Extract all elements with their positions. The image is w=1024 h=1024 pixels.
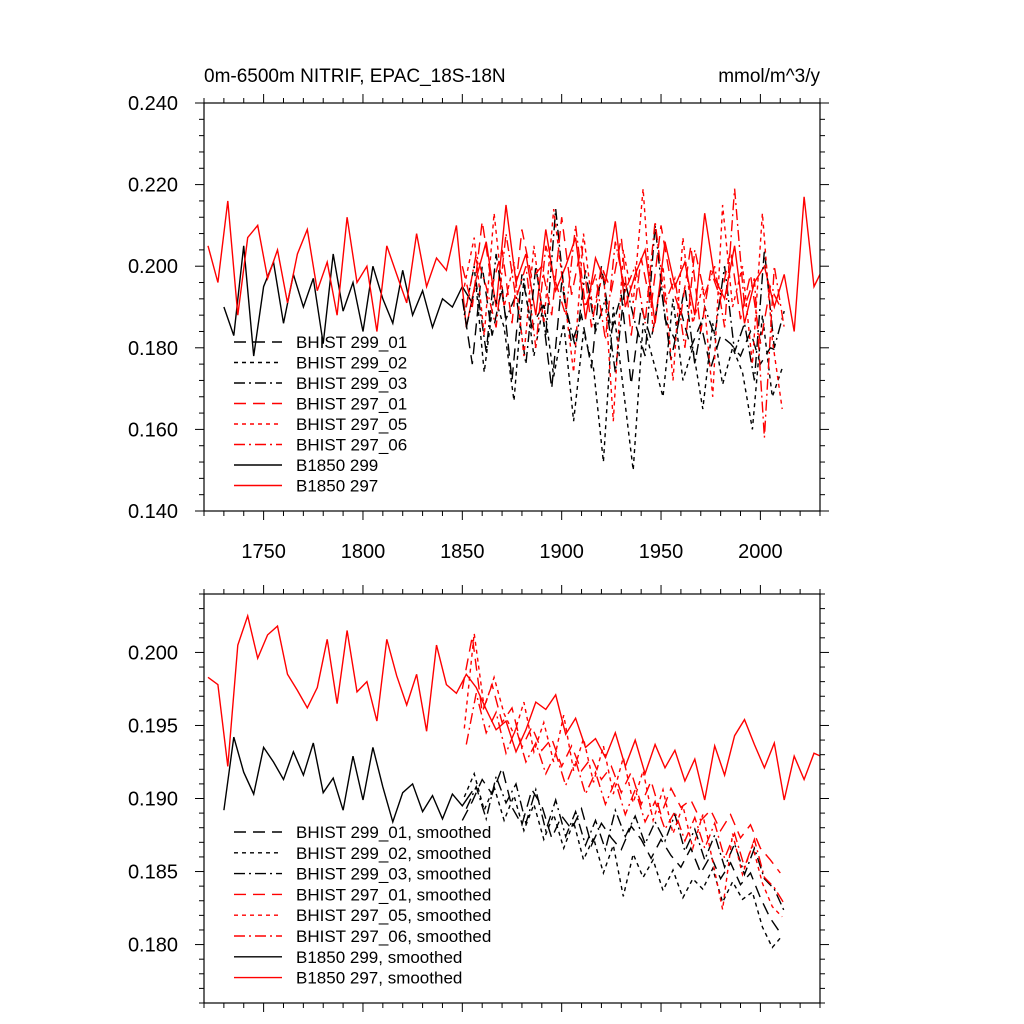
series-line-bhist-297-05-smoothed bbox=[463, 633, 783, 918]
bottom-panel: 0.180 0.185 0.190 0.195 0.200 BHIST 299_01, s… bbox=[128, 585, 829, 1012]
y-tick-label: 0.180 bbox=[128, 935, 178, 957]
series-line-bhist-297-01-smoothed bbox=[461, 636, 781, 874]
series-lines bbox=[207, 613, 820, 949]
series-line-b1850-299-smoothed bbox=[223, 736, 473, 825]
y-tick-label: 0.160 bbox=[128, 419, 178, 441]
y-tick-label: 0.180 bbox=[128, 338, 178, 360]
y-tick-label: 0.240 bbox=[128, 93, 178, 115]
legend-label: B1850 297, smoothed bbox=[296, 969, 462, 988]
legend-label: BHIST 297_05 bbox=[296, 415, 407, 434]
series-lines bbox=[207, 188, 820, 471]
legend-label: B1850 299 bbox=[296, 456, 378, 475]
x-tick-label: 1900 bbox=[539, 541, 584, 563]
legend-label: BHIST 299_03 bbox=[296, 374, 407, 393]
legend-label: BHIST 299_01, smoothed bbox=[296, 823, 491, 842]
series-line-bhist-297-06-smoothed bbox=[465, 693, 785, 905]
y-tick-label: 0.190 bbox=[128, 789, 178, 811]
series-line-bhist-297-06 bbox=[465, 188, 785, 438]
series-line-bhist-299-02 bbox=[463, 266, 783, 471]
series-line-b1850-297-smoothed bbox=[207, 613, 820, 801]
legend-label: BHIST 297_06 bbox=[296, 436, 407, 455]
legend: BHIST 299_01, smoothed BHIST 299_02, smoo… bbox=[234, 823, 491, 988]
legend-label: BHIST 297_01, smoothed bbox=[296, 885, 491, 904]
series-line-bhist-299-02-smoothed bbox=[463, 771, 783, 949]
series-line-bhist-299-01-smoothed bbox=[461, 765, 781, 934]
series-line-b1850-299 bbox=[223, 245, 473, 357]
x-tick-label: 1850 bbox=[440, 541, 485, 563]
x-tick-label: 1950 bbox=[639, 541, 684, 563]
legend-label: B1850 299, smoothed bbox=[296, 948, 462, 967]
x-tick-label: 1750 bbox=[241, 541, 286, 563]
y-tick-label: 0.220 bbox=[128, 175, 178, 197]
series-line-bhist-299-01 bbox=[461, 266, 781, 389]
y-tick-label: 0.200 bbox=[128, 256, 178, 278]
y-tick-label: 0.195 bbox=[128, 715, 178, 737]
series-line-bhist-299-03-smoothed bbox=[465, 774, 785, 912]
legend-label: BHIST 299_01 bbox=[296, 333, 407, 352]
y-tick-label: 0.185 bbox=[128, 862, 178, 884]
series-line-b1850-297 bbox=[207, 196, 820, 332]
x-tick-label: 2000 bbox=[738, 541, 783, 563]
legend-label: BHIST 297_05, smoothed bbox=[296, 906, 491, 925]
legend-label: BHIST 299_02 bbox=[296, 354, 407, 373]
legend-label: BHIST 299_03, smoothed bbox=[296, 865, 491, 884]
chart-title: 0m-6500m NITRIF, EPAC_18S-18N bbox=[204, 66, 506, 87]
y-tick-label: 0.140 bbox=[128, 501, 178, 523]
legend-label: B1850 297 bbox=[296, 477, 378, 496]
legend-label: BHIST 297_01 bbox=[296, 395, 407, 414]
legend-label: BHIST 297_06, smoothed bbox=[296, 927, 491, 946]
legend-label: BHIST 299_02, smoothed bbox=[296, 844, 491, 863]
units-label: mmol/m^3/y bbox=[718, 66, 820, 87]
x-tick-label: 1800 bbox=[341, 541, 386, 563]
top-panel: 0.140 0.160 0.180 0.200 0.220 0.240 1750 1800 18… bbox=[128, 66, 829, 563]
plot-frame bbox=[203, 102, 821, 512]
y-tick-label: 0.200 bbox=[128, 642, 178, 664]
